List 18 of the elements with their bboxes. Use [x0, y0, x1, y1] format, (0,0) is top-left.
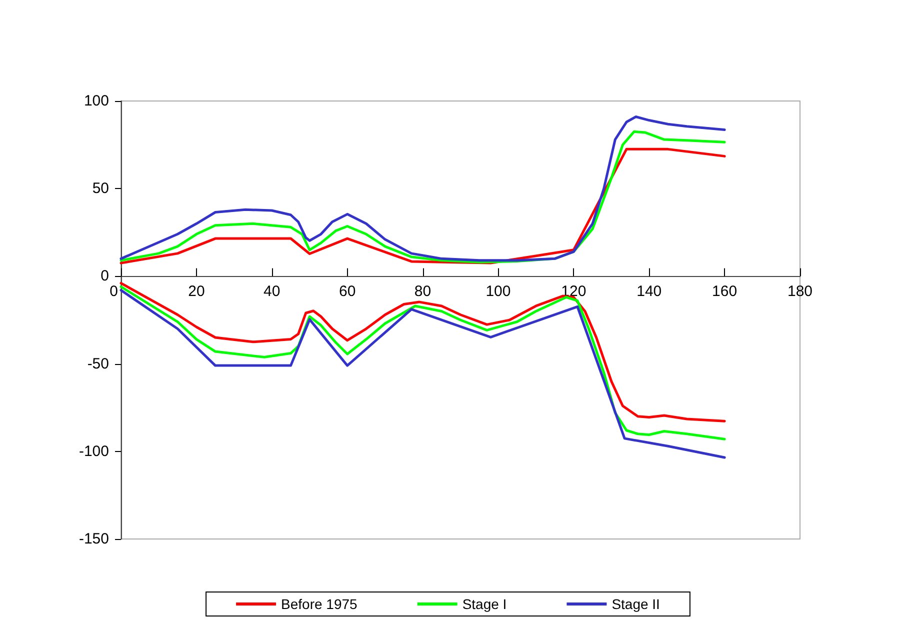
x-tick-label: 180 — [787, 283, 813, 300]
legend-label: Before 1975 — [281, 596, 358, 612]
legend-label: Stage II — [612, 596, 660, 612]
x-tick-label: 100 — [486, 283, 511, 300]
x-tick-label: 140 — [636, 283, 662, 300]
y-tick-label: 0 — [100, 268, 109, 285]
x-tick-label: 160 — [712, 283, 738, 300]
x-tick-label: 20 — [188, 283, 205, 300]
x-tick-label: 40 — [264, 283, 280, 300]
y-tick-label: 100 — [84, 92, 109, 110]
x-tick-label: 60 — [338, 283, 356, 300]
y-tick-label: -50 — [87, 355, 109, 372]
y-tick-label: -150 — [78, 530, 109, 548]
y-tick-label: -100 — [78, 442, 109, 460]
x-tick-label: 120 — [561, 283, 586, 300]
x-tick-label: 80 — [414, 283, 432, 300]
y-tick-label: 50 — [92, 180, 109, 198]
legend-label: Stage I — [462, 596, 507, 612]
